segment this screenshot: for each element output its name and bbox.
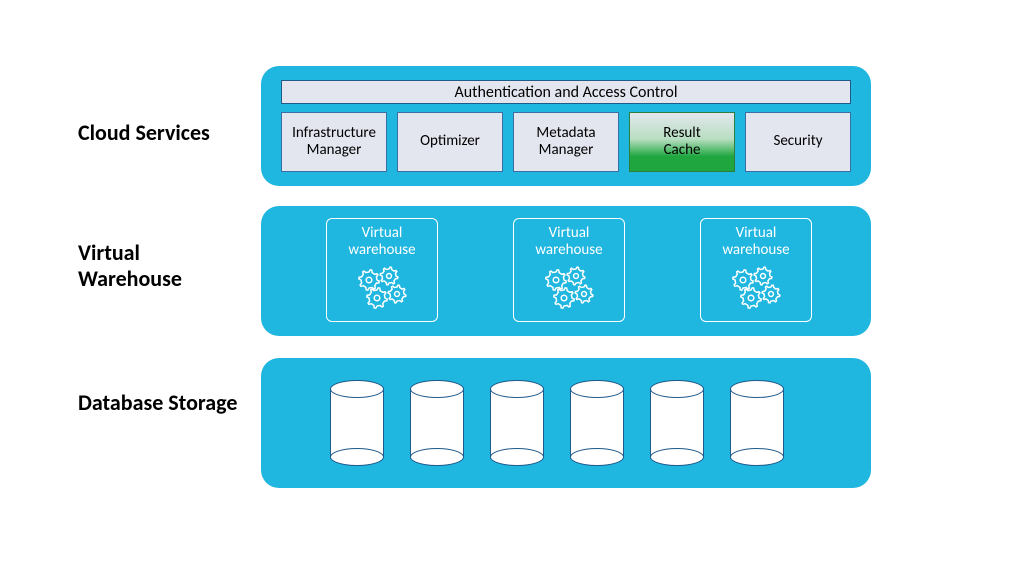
virtual-warehouse-box: Virtualwarehouse [326,218,438,322]
vw-label: Virtualwarehouse [722,225,789,258]
service-box-2: MetadataManager [513,112,619,172]
vw-label: Virtualwarehouse [535,225,602,258]
storage-cylinder-icon [410,380,464,466]
auth-access-text: Authentication and Access Control [454,83,677,102]
storage-row [330,380,784,466]
storage-cylinder-icon [490,380,544,466]
layer-label-ds: Database Storage [78,390,237,416]
storage-cylinder-icon [330,380,384,466]
service-box-1: Optimizer [397,112,503,172]
service-label: Optimizer [420,133,480,150]
auth-access-bar: Authentication and Access Control [281,80,851,104]
layer-label-vw: Virtual Warehouse [78,240,248,293]
storage-cylinder-icon [570,380,624,466]
service-label: InfrastructureManager [292,125,376,160]
service-label: MetadataManager [536,125,595,160]
service-label: Security [773,133,822,150]
service-box-0: InfrastructureManager [281,112,387,172]
service-label: ResultCache [663,125,701,160]
storage-cylinder-icon [650,380,704,466]
gears-icon [347,262,417,317]
virtual-warehouse-box: Virtualwarehouse [700,218,812,322]
services-row: InfrastructureManager Optimizer MetadataMa… [281,112,851,172]
service-box-4: Security [745,112,851,172]
gears-icon [534,262,604,317]
gears-icon [721,262,791,317]
storage-cylinder-icon [730,380,784,466]
virtual-warehouse-box: Virtualwarehouse [513,218,625,322]
layer-label-cloud: Cloud Services [78,120,210,146]
vw-label: Virtualwarehouse [348,225,415,258]
service-box-3: ResultCache [629,112,735,172]
warehouses-row: Virtualwarehouse Virtualwarehouse Virtualw… [326,218,812,322]
